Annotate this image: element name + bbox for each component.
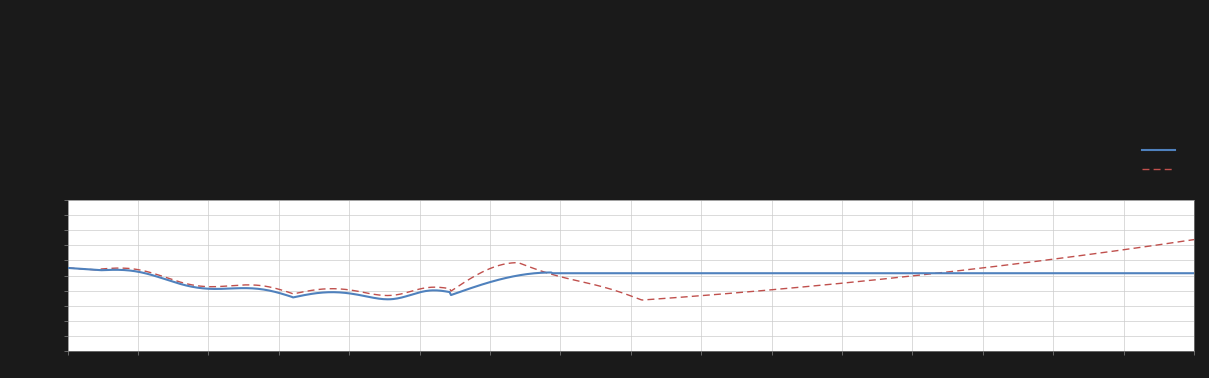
Legend: , : , bbox=[1138, 142, 1188, 180]
